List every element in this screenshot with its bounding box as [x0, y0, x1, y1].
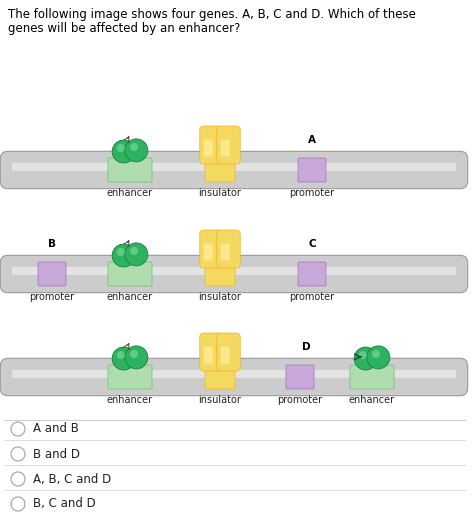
Text: D: D [301, 342, 310, 352]
FancyBboxPatch shape [298, 262, 326, 286]
FancyBboxPatch shape [200, 126, 223, 164]
FancyBboxPatch shape [217, 333, 240, 371]
Text: A, B, C and D: A, B, C and D [33, 472, 111, 486]
Text: The following image shows four genes. A, B, C and D. Which of these: The following image shows four genes. A,… [8, 8, 416, 21]
FancyBboxPatch shape [205, 158, 235, 182]
FancyBboxPatch shape [108, 262, 152, 286]
FancyBboxPatch shape [286, 365, 314, 389]
FancyBboxPatch shape [221, 244, 230, 261]
Circle shape [11, 497, 25, 511]
FancyBboxPatch shape [204, 346, 213, 363]
FancyBboxPatch shape [350, 365, 394, 389]
Circle shape [117, 351, 125, 359]
FancyBboxPatch shape [12, 163, 456, 171]
FancyBboxPatch shape [298, 158, 326, 182]
FancyBboxPatch shape [12, 370, 456, 378]
Circle shape [125, 243, 148, 266]
Circle shape [354, 347, 377, 370]
FancyBboxPatch shape [204, 139, 213, 156]
FancyBboxPatch shape [217, 126, 240, 164]
Text: B and D: B and D [33, 447, 80, 461]
FancyBboxPatch shape [0, 255, 468, 293]
Circle shape [130, 350, 138, 358]
FancyBboxPatch shape [221, 139, 230, 156]
Circle shape [372, 350, 380, 358]
Text: enhancer: enhancer [107, 292, 153, 302]
Circle shape [367, 346, 390, 369]
Text: enhancer: enhancer [107, 395, 153, 405]
Text: B: B [48, 239, 56, 249]
Circle shape [112, 347, 135, 370]
Text: A: A [308, 135, 316, 145]
Text: insulator: insulator [199, 292, 241, 302]
FancyBboxPatch shape [38, 262, 66, 286]
Text: enhancer: enhancer [349, 395, 395, 405]
FancyBboxPatch shape [108, 365, 152, 389]
Circle shape [359, 351, 367, 359]
FancyBboxPatch shape [217, 230, 240, 268]
FancyBboxPatch shape [200, 333, 223, 371]
Text: enhancer: enhancer [107, 188, 153, 198]
Circle shape [125, 139, 148, 162]
Text: promoter: promoter [277, 395, 323, 405]
Text: A and B: A and B [33, 422, 79, 436]
Text: genes will be affected by an enhancer?: genes will be affected by an enhancer? [8, 22, 240, 35]
FancyBboxPatch shape [204, 244, 213, 261]
FancyBboxPatch shape [221, 346, 230, 363]
Circle shape [130, 247, 138, 255]
FancyBboxPatch shape [205, 262, 235, 286]
Circle shape [112, 244, 135, 267]
Text: C: C [308, 239, 316, 249]
Text: promoter: promoter [290, 292, 335, 302]
Circle shape [11, 472, 25, 486]
Circle shape [130, 143, 138, 151]
FancyBboxPatch shape [12, 267, 456, 275]
FancyBboxPatch shape [200, 230, 223, 268]
FancyBboxPatch shape [205, 365, 235, 389]
Circle shape [11, 422, 25, 436]
FancyBboxPatch shape [0, 358, 468, 396]
Text: insulator: insulator [199, 188, 241, 198]
Circle shape [117, 144, 125, 152]
Circle shape [112, 140, 135, 163]
Text: insulator: insulator [199, 395, 241, 405]
FancyBboxPatch shape [108, 158, 152, 182]
Circle shape [117, 248, 125, 256]
Circle shape [125, 346, 148, 369]
FancyBboxPatch shape [0, 151, 468, 189]
Text: promoter: promoter [29, 292, 74, 302]
Text: B, C and D: B, C and D [33, 497, 96, 511]
Circle shape [11, 447, 25, 461]
Text: promoter: promoter [290, 188, 335, 198]
